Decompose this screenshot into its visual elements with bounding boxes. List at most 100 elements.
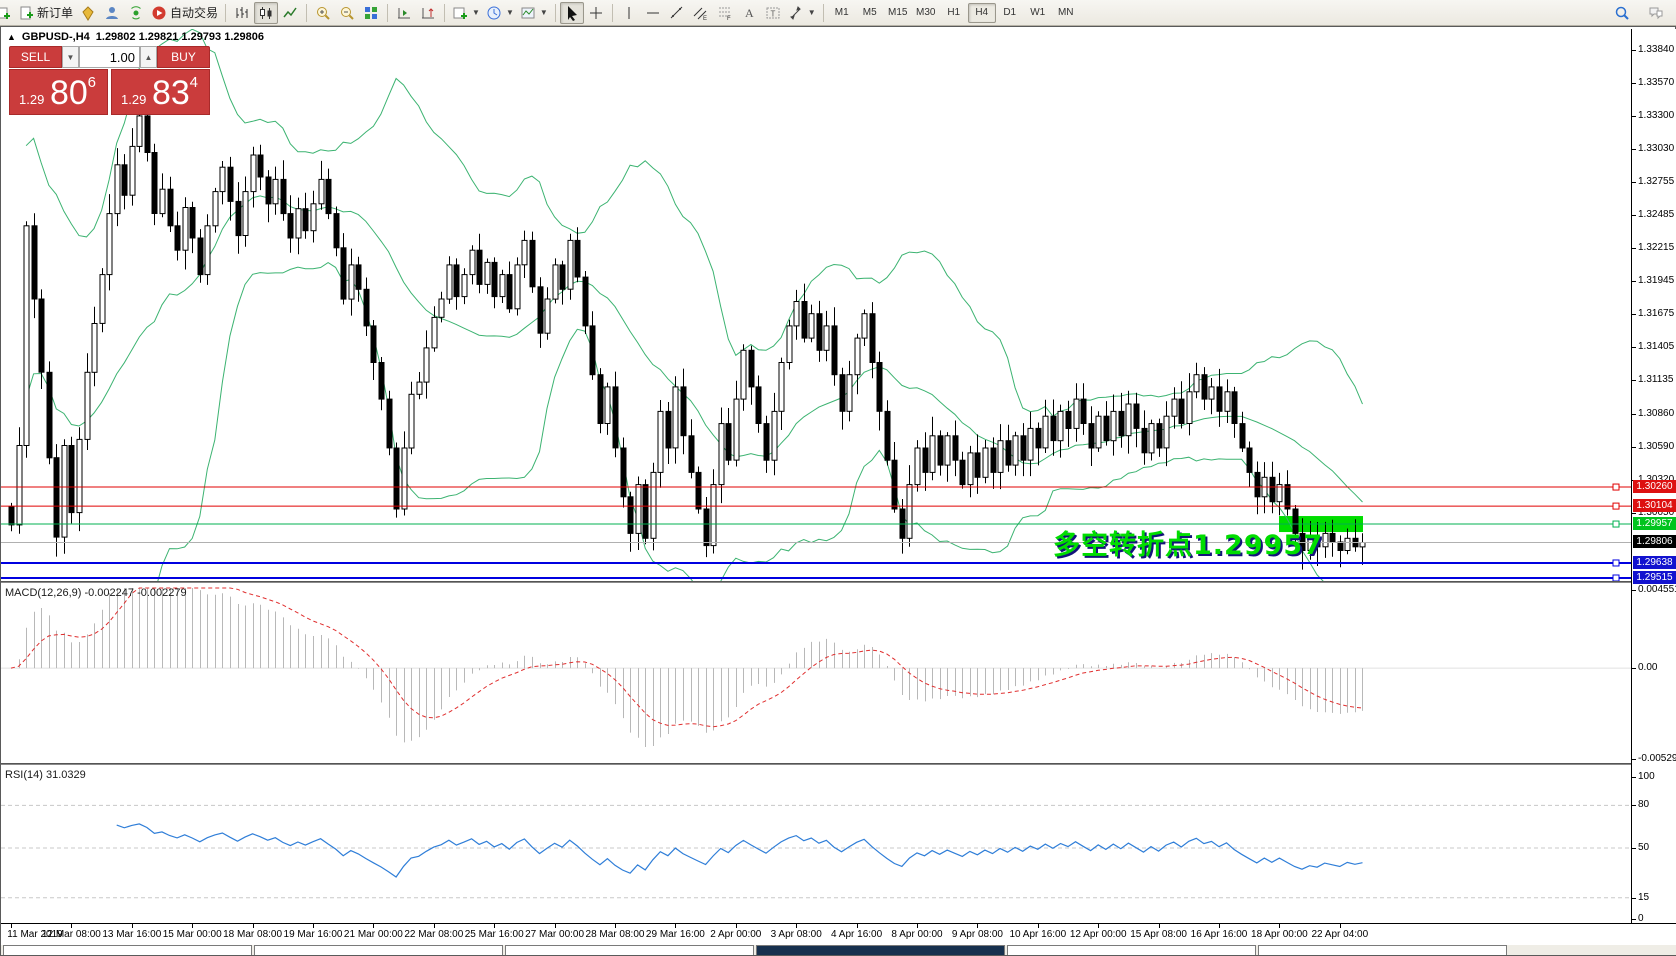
timeframe-h1-button[interactable]: H1 [947,7,961,18]
toolbar-line-chart-button[interactable] [278,2,302,24]
rsi-chart[interactable] [1,767,1631,921]
toolbar-search-button[interactable] [1610,2,1634,24]
axis-tick-mark [1632,777,1636,778]
sell-quote-button[interactable]: 1.29 80 6 [9,69,108,115]
toolbar-separator [611,3,613,22]
toolbar-tile-windows-button[interactable] [359,2,383,24]
timeframe-m15-button[interactable]: M15 [887,7,908,18]
time-tick-label: 10 Apr 16:00 [1009,929,1067,940]
volume-increase-button[interactable]: ▲ [140,46,157,68]
toolbar-new-chart-button[interactable] [0,2,15,24]
candlestick-chart[interactable] [1,29,1631,581]
minimized-window-tab[interactable] [1258,945,1507,955]
macd-chart[interactable] [1,585,1631,763]
timeframe-h4-button[interactable]: H4 [967,2,996,23]
time-tick-label: 27 Mar 00:00 [525,929,585,940]
dropdown-caret-icon[interactable]: ▼ [539,8,548,17]
axis-tick-mark [1632,82,1636,84]
toolbar-text-button[interactable]: A [737,2,761,24]
timeframe-d1-button[interactable]: D1 [1003,7,1017,18]
price-badge[interactable]: 1.30260 [1633,480,1676,494]
time-tick-label: 9 Apr 08:00 [951,929,1003,940]
price-badge[interactable]: 1.29806 [1633,535,1676,549]
time-tick-label: 11 Mar 2019 [7,929,63,940]
minimized-window-tab[interactable] [1007,945,1256,955]
time-tick-mark [192,924,194,928]
buy-button[interactable]: BUY [157,46,210,68]
minimized-window-tab[interactable] [505,945,754,955]
toolbar-cursor-button[interactable] [559,1,584,24]
toolbar-chart-shift-button[interactable] [416,2,440,24]
time-tick-label: 29 Mar 16:00 [645,929,705,940]
toolbar-scroll-to-end-button[interactable] [392,2,416,24]
time-tick-mark [313,924,314,928]
macd-panel[interactable]: MACD(12,26,9) -0.002247 -0.002279 [1,585,1631,763]
timeframe-m5-button[interactable]: M5 [862,7,877,18]
axis-tick-mark [1632,512,1636,514]
minimized-window-tab[interactable] [3,945,252,955]
timeframe-m1-button[interactable]: M1 [834,7,849,18]
volume-input[interactable]: 1.00 [79,46,140,68]
buy-price-big: 83 [152,74,190,112]
toolbar-equidistant-channel-button[interactable]: E [689,2,713,24]
price-tick-label: 1.30860 [1638,407,1675,419]
sell-button[interactable]: SELL [9,46,62,68]
price-badge[interactable]: 1.29957 [1633,517,1676,531]
toolbar-fibonacci-button[interactable]: F [713,2,737,24]
toolbar-arrows-button[interactable]: ▼ [785,2,819,24]
panel-separator[interactable] [1,581,1676,583]
time-tick-label: 28 Mar 08:00 [585,929,645,940]
dropdown-caret-icon[interactable]: ▼ [505,8,514,17]
tile-windows-icon [365,6,378,19]
price-tick-label: 1.33030 [1638,142,1675,154]
time-tick-mark [856,924,858,928]
symbol-period-label: GBPUSD-,H4 [21,31,90,43]
toolbar-favorites-gem-button[interactable] [76,2,100,24]
price-badge[interactable]: 1.30104 [1633,499,1676,513]
panel-separator[interactable] [1,763,1676,765]
toolbar-trendline-button[interactable] [665,2,689,24]
toolbar-crosshair-button[interactable] [584,2,608,24]
price-axis[interactable]: 1.33840 1.33570 1.33300 1.33030 1.32755 1.324… [1631,29,1676,945]
toolbar-zoom-out-button[interactable] [335,2,359,24]
volume-decrease-button[interactable]: ▼ [62,46,79,68]
time-tick-label: 22 Apr 04:00 [1311,929,1369,940]
time-tick-mark [675,924,677,928]
toolbar-separator [444,3,446,22]
timeframe-m30-button[interactable]: M30 [915,7,936,18]
toolbar-periods-button[interactable]: ▼ [483,2,517,24]
toolbar-zoom-in-button[interactable] [311,2,335,24]
time-tick-mark [1037,924,1039,928]
dropdown-caret-icon[interactable]: ▼ [807,8,816,17]
time-axis[interactable]: 11 Mar 2019 12 Mar 08:00 13 Mar 16:00 15 Ma… [1,923,1676,945]
toolbar-new-order-button[interactable]: 新订单 [15,2,76,24]
toolbar-vline-button[interactable] [617,2,641,24]
toolbar-separator [822,3,824,22]
toolbar-bars-chart-button[interactable] [230,2,254,24]
axis-tick-mark [1632,215,1636,217]
price-tick-label: 1.31675 [1638,308,1675,320]
collapse-panel-icon[interactable]: ▲ [7,32,16,42]
buy-quote-button[interactable]: 1.29 83 4 [111,69,210,115]
minimized-window-tab[interactable] [756,945,1005,955]
price-badge[interactable]: 1.29638 [1633,555,1676,569]
rsi-panel[interactable]: RSI(14) 31.0329 [1,767,1631,921]
minimized-window-tab[interactable] [254,945,503,955]
dropdown-caret-icon[interactable]: ▼ [472,8,480,17]
pivot-annotation-text[interactable]: 多空转折点1.29957 [1053,530,1323,561]
toolbar-text-label-button[interactable]: T [761,2,785,24]
toolbar-candles-chart-button[interactable] [254,1,279,24]
price-badge[interactable]: 1.29515 [1633,570,1676,584]
toolbar-templates-button[interactable]: ▼ [517,2,551,24]
main-chart-panel[interactable]: ▲ GBPUSD-,H4 1.29802 1.29821 1.29793 1.2… [1,29,1631,581]
timeframe-mn-button[interactable]: MN [1057,7,1074,18]
periods-icon [487,6,501,19]
toolbar-hline-button[interactable] [641,2,665,24]
toolbar-signals-button[interactable] [124,2,148,24]
toolbar-indicators-button[interactable]: ▼ [449,2,483,24]
toolbar-profile-button[interactable] [100,2,124,24]
toolbar-autotrading-button[interactable]: 自动交易 [148,2,221,24]
timeframe-w1-button[interactable]: W1 [1030,7,1046,18]
toolbar-chat-button[interactable] [1644,2,1668,24]
time-tick-label: 15 Mar 00:00 [162,929,222,940]
